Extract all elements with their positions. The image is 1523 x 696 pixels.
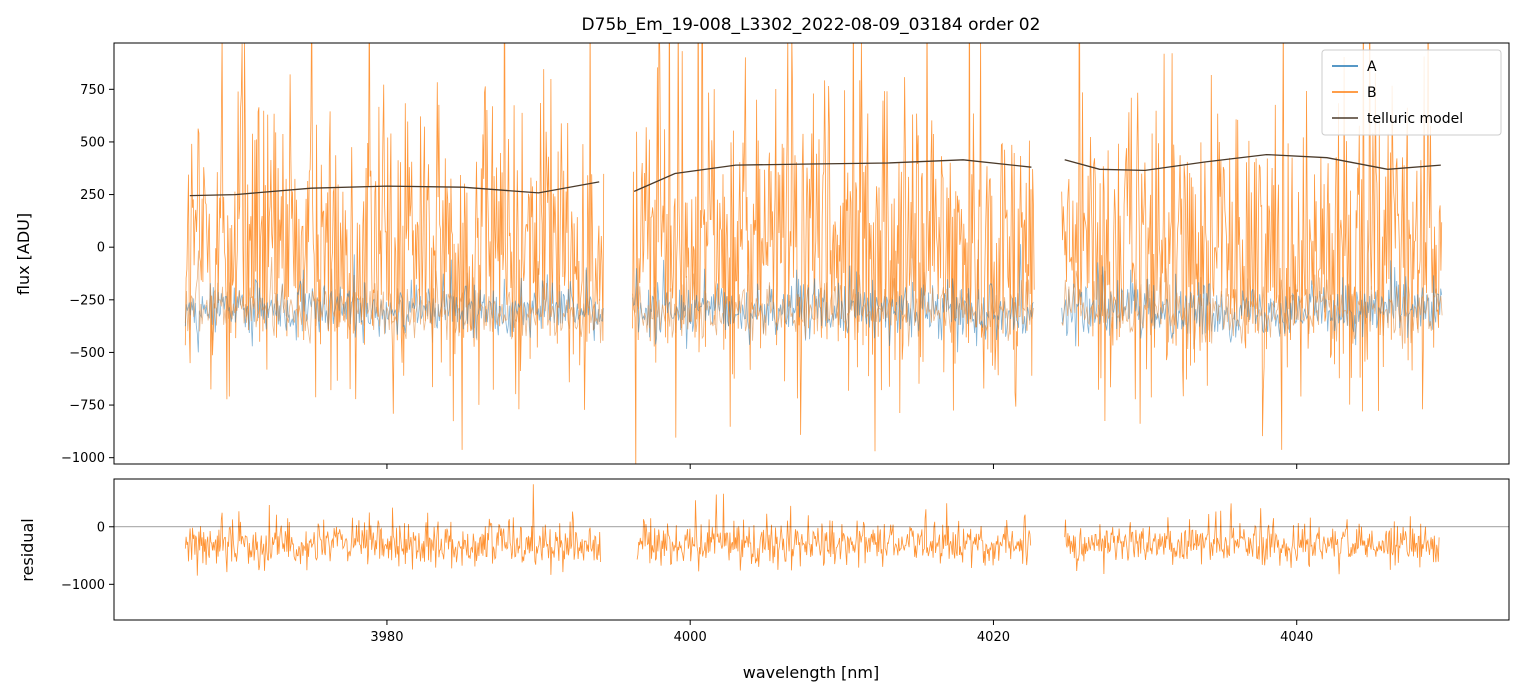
residual-axes-frame [113,478,1510,621]
flux-y-tick-label: −500 [69,346,105,361]
flux-panel: −1000 −750 −500 −250 0 250 500 750 flux [ADU] A… [14,42,1510,469]
flux-plot-area [184,43,1443,464]
residual-panel: −1000 0 3980 4000 4020 4040 residual wavelen… [18,478,1510,682]
flux-y-tick-label: −750 [69,399,105,414]
telluric-model-segment-3 [1064,153,1441,172]
residual-segment-3 [1064,503,1440,575]
telluric-model-segment-2 [633,159,1032,192]
flux-y-tick-label: 750 [80,83,105,98]
residual-y-tick-label: 0 [97,520,105,535]
residual-y-axis-label: residual [18,518,37,581]
residual-y-ticks: −1000 0 [61,520,114,593]
x-tick-label: 4020 [977,630,1010,645]
flux-y-tick-label: 250 [80,188,105,203]
flux-y-axis-label: flux [ADU] [14,213,33,295]
flux-y-ticks: −1000 −750 −500 −250 0 250 500 750 [61,83,114,466]
flux-y-tick-label: −1000 [61,451,105,466]
series-b-overlap-segment-3 [1061,220,1443,350]
telluric-model-segment-1 [189,181,600,197]
legend-label-b: B [1367,85,1377,101]
flux-x-ticks [386,464,1298,469]
flux-y-tick-label: 500 [80,135,105,150]
series-b-segment-2 [632,43,1035,464]
series-a-segment-1 [184,254,604,353]
legend-label-telluric: telluric model [1367,111,1463,127]
residual-segment-2 [636,493,1032,572]
legend: A B telluric model [1321,49,1502,136]
x-tick-label: 3980 [370,630,403,645]
residual-segment-1 [184,484,601,576]
flux-axes-frame [113,42,1510,465]
series-b-overlap-segment-1 [184,250,604,344]
series-b-segment-1 [184,43,605,450]
chart-title: D75b_Em_19-008_L3302_2022-08-09_03184 or… [582,15,1041,35]
flux-y-tick-label: 0 [97,241,105,256]
residual-y-tick-label: −1000 [61,578,105,593]
residual-x-ticks: 3980 4000 4020 4040 [370,620,1313,645]
legend-label-a: A [1367,59,1377,75]
series-b-segment-3 [1061,43,1443,450]
residual-plot-area [114,484,1509,576]
series-b-overlap-segment-2 [632,239,1034,347]
flux-y-tick-label: −250 [69,293,105,308]
x-tick-label: 4000 [674,630,707,645]
legend-box [1321,49,1502,136]
x-axis-label: wavelength [nm] [743,663,880,682]
x-tick-label: 4040 [1280,630,1313,645]
